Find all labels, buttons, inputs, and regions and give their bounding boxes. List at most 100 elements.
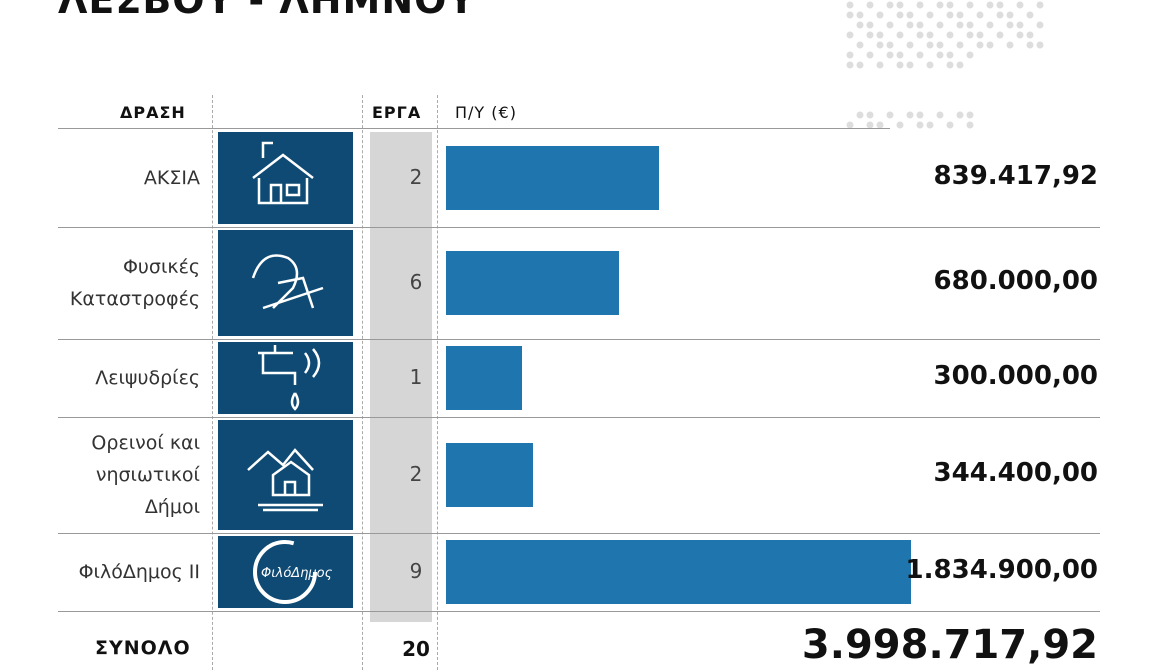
map-dot [856, 111, 864, 119]
map-dot [846, 1, 854, 9]
row-line [58, 611, 1100, 612]
map-dot [886, 111, 894, 119]
icon [218, 420, 353, 530]
value-label: 344.400,00 [933, 458, 1098, 488]
map-dot [966, 51, 974, 59]
title: ΛΕΣΒΟΥ - ΛΗΜΝΟΥ [58, 0, 476, 22]
icon: ΦιλόΔημος [218, 536, 353, 608]
icon [218, 132, 353, 224]
total-label: ΣΥΝΟΛΟ [95, 637, 191, 659]
map-dot [916, 31, 924, 39]
map-dot [906, 21, 914, 29]
projects-column [370, 132, 432, 622]
map-dot [906, 61, 914, 69]
map-dot [876, 121, 884, 129]
header-line [58, 128, 890, 129]
map-dot [946, 11, 954, 19]
map-dot [876, 41, 884, 49]
map-dot [926, 31, 934, 39]
category-label: Λειψυδρίες [95, 367, 200, 389]
map-dot [1016, 1, 1024, 9]
map-dot [926, 11, 934, 19]
map-dot [846, 11, 854, 19]
value-label: 680.000,00 [933, 266, 1098, 296]
logo-text: ΦιλόΔημος [261, 566, 333, 581]
map-dot [996, 31, 1004, 39]
map-dot [986, 1, 994, 9]
map-dot [896, 11, 904, 19]
map-decoration [846, 1, 1044, 129]
map-dot [1036, 21, 1044, 29]
map-dot [846, 121, 854, 129]
project-count: 9 [409, 559, 423, 583]
value-label: 839.417,92 [933, 161, 1098, 191]
map-dot [916, 51, 924, 59]
map-dot [956, 61, 964, 69]
map-dot [956, 41, 964, 49]
map-dot [946, 31, 954, 39]
row-line [58, 227, 1100, 228]
map-dot [916, 21, 924, 29]
map-dot [926, 41, 934, 49]
map-dot [886, 21, 894, 29]
map-dot [966, 111, 974, 119]
map-dot [896, 121, 904, 129]
map-dot [1016, 31, 1024, 39]
map-dot [916, 111, 924, 119]
map-dot [856, 41, 864, 49]
map-dot [946, 1, 954, 9]
bar [446, 251, 619, 315]
map-dot [936, 41, 944, 49]
map-dot [996, 1, 1004, 9]
map-dot [926, 61, 934, 69]
map-dot [966, 21, 974, 29]
map-dot [846, 31, 854, 39]
icon-path [252, 141, 314, 205]
header-budget: Π/Υ (€) [455, 103, 517, 122]
bar [446, 540, 912, 604]
header-action: ΔΡΑΣΗ [120, 103, 186, 122]
map-dot [896, 61, 904, 69]
map-dot [886, 41, 894, 49]
map-dot [1006, 11, 1014, 19]
map-dot [856, 21, 864, 29]
map-dot [896, 31, 904, 39]
map-dot [866, 1, 874, 9]
map-dot [936, 21, 944, 29]
value-label: 1.834.900,00 [905, 555, 1098, 585]
map-dot [846, 61, 854, 69]
map-dot [896, 1, 904, 9]
map-dot [946, 61, 954, 69]
map-dot [856, 11, 864, 19]
map-dot [876, 31, 884, 39]
map-dot [866, 121, 874, 129]
map-dot [876, 11, 884, 19]
icon-path [251, 254, 324, 310]
map-dot [886, 1, 894, 9]
map-dot [906, 111, 914, 119]
row-line [58, 339, 1100, 340]
map-dot [956, 11, 964, 19]
map-dot [906, 11, 914, 19]
map-dot [976, 41, 984, 49]
map-dot [936, 51, 944, 59]
map-dot [1026, 41, 1034, 49]
map-dot [926, 121, 934, 129]
bar [446, 146, 659, 210]
divider [212, 95, 213, 670]
map-dot [986, 21, 994, 29]
map-dot [846, 51, 854, 59]
map-dot [976, 31, 984, 39]
category-label: ΑΚΣΙΑ [143, 167, 200, 189]
map-dot [1006, 21, 1014, 29]
project-count: 2 [409, 165, 423, 189]
map-dot [916, 1, 924, 9]
map-dot [1026, 31, 1034, 39]
total-projects: 20 [402, 637, 430, 661]
map-dot [976, 11, 984, 19]
map-dot [966, 31, 974, 39]
bar [446, 346, 523, 410]
icon [218, 342, 353, 414]
category-label: ΦιλόΔημος ΙΙ [78, 561, 200, 583]
